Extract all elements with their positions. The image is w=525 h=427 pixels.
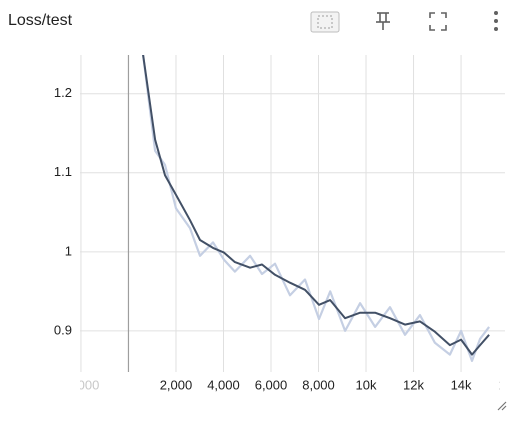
y-tick-label: 1 [65,243,72,258]
x-tick-label: 10k [356,377,377,392]
x-tick-label: -2,000 [63,377,100,392]
series-line [142,55,490,356]
x-tick-label: 16k [498,377,519,392]
pin-button[interactable] [376,12,390,30]
fit-domain-button[interactable] [310,11,340,33]
series-line [141,55,490,362]
y-tick-label: 1.1 [54,164,72,179]
x-tick-label: 2,000 [160,377,193,392]
grid [80,55,505,372]
x-tick-label: 12k [403,377,424,392]
more-menu-button[interactable] [494,11,498,31]
x-axis-labels: -2,000 2,000 4,000 6,000 8,000 10k 12k 14k 16k [63,377,519,392]
y-tick-label: 1.2 [54,85,72,100]
plot-area [141,55,490,362]
x-tick-label: 4,000 [207,377,240,392]
x-tick-label: 8,000 [302,377,335,392]
x-tick-label: 6,000 [255,377,288,392]
fullscreen-button[interactable] [429,12,447,31]
resize-handle[interactable] [497,401,507,411]
y-tick-label: 0.9 [54,322,72,337]
fit-icon [317,15,333,29]
chart-title: Loss/test [8,12,73,29]
toolbar [310,11,498,33]
x-tick-label: 14k [451,377,472,392]
